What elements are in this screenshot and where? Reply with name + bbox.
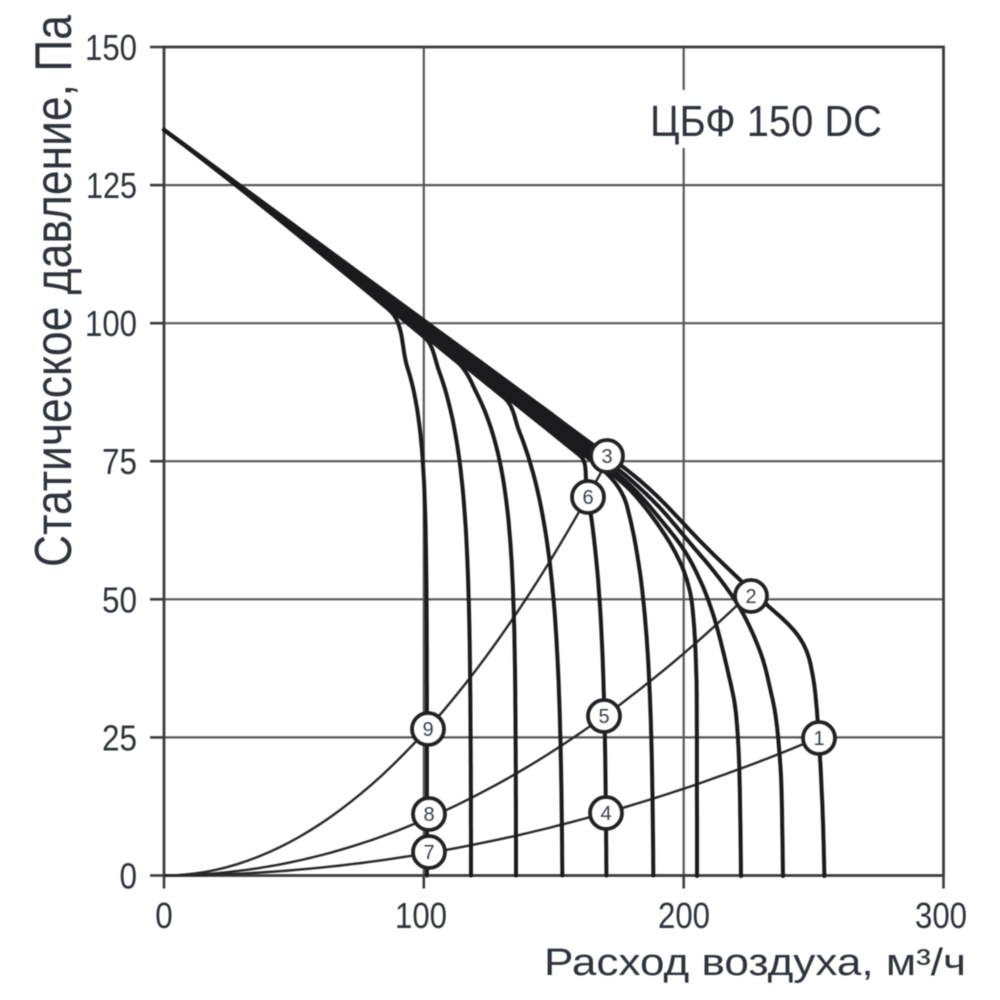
svg-text:6: 6 (582, 487, 593, 509)
svg-text:75: 75 (102, 441, 137, 482)
svg-text:2: 2 (745, 586, 756, 608)
svg-text:3: 3 (601, 446, 612, 468)
svg-text:1: 1 (813, 728, 824, 750)
svg-text:8: 8 (423, 804, 434, 826)
svg-text:50: 50 (102, 579, 137, 620)
svg-text:ЦБФ 150 DC: ЦБФ 150 DC (650, 97, 882, 146)
svg-text:5: 5 (598, 706, 609, 728)
svg-text:Статическое давление, Па: Статическое давление, Па (25, 15, 83, 567)
svg-text:25: 25 (102, 717, 137, 758)
svg-text:0: 0 (120, 856, 138, 897)
svg-text:100: 100 (85, 303, 137, 344)
svg-text:9: 9 (422, 719, 433, 741)
svg-text:150: 150 (85, 27, 137, 68)
svg-text:125: 125 (86, 165, 137, 206)
svg-text:200: 200 (658, 895, 710, 936)
svg-text:Расход воздуха, м³/ч: Расход воздуха, м³/ч (544, 942, 966, 984)
svg-text:300: 300 (915, 895, 967, 936)
svg-text:0: 0 (155, 895, 173, 936)
svg-text:4: 4 (600, 803, 611, 825)
svg-text:100: 100 (395, 895, 447, 936)
svg-text:7: 7 (423, 842, 434, 864)
